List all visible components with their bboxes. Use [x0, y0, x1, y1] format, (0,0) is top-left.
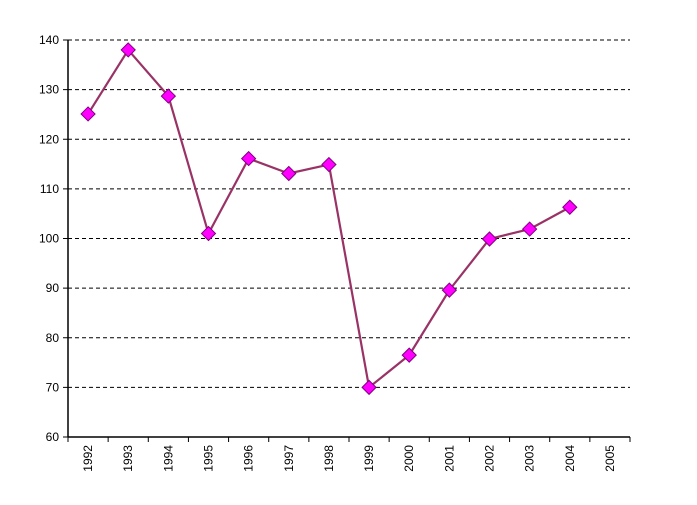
data-point-marker — [521, 221, 538, 237]
x-tick-label: 1997 — [282, 445, 296, 472]
x-tick-label: 2002 — [483, 445, 497, 472]
y-tick-label: 80 — [46, 331, 60, 345]
x-tick-label: 1994 — [161, 445, 175, 472]
y-tick-label: 60 — [46, 430, 60, 444]
x-tick-label: 1999 — [362, 445, 376, 472]
y-tick-label: 90 — [46, 281, 60, 295]
data-point-marker — [200, 225, 217, 242]
x-tick-label: 2004 — [563, 445, 577, 472]
x-tick-label: 1998 — [322, 445, 336, 472]
x-tick-label: 1996 — [242, 445, 256, 472]
y-tick-label: 110 — [40, 182, 59, 196]
data-point-marker — [160, 88, 177, 104]
data-point-marker — [80, 106, 96, 122]
y-tick-label: 100 — [39, 232, 59, 246]
data-point-marker — [321, 156, 337, 173]
x-tick-label: 1992 — [81, 445, 95, 472]
data-point-marker — [441, 282, 458, 298]
x-tick-label: 2005 — [603, 445, 617, 472]
y-tick-label: 70 — [46, 380, 60, 394]
y-tick-label: 140 — [39, 33, 59, 47]
x-axis-ticks: 1992 1993 1994 1995 1996 1997 1998 1999 2000 2001… — [67, 437, 631, 472]
y-tick-label: 120 — [39, 132, 59, 146]
data-point-marker — [361, 379, 377, 396]
series — [80, 42, 578, 396]
data-point-marker — [120, 42, 136, 58]
y-tick-label: 130 — [39, 83, 59, 97]
x-tick-label: 2003 — [523, 445, 537, 472]
series-line — [87, 48, 571, 390]
data-point-marker — [281, 165, 297, 182]
x-tick-label: 2001 — [442, 445, 456, 472]
gridlines — [68, 39, 630, 388]
x-tick-label: 1993 — [121, 445, 135, 472]
x-tick-label: 1995 — [202, 445, 216, 472]
x-tick-label: 2000 — [402, 445, 416, 472]
y-axis-ticks: 60 70 80 90 100 110 120 130 140 — [39, 33, 68, 444]
data-point-marker — [481, 231, 498, 247]
data-point-marker — [401, 347, 417, 363]
data-point-marker — [562, 199, 578, 215]
data-point-marker — [240, 150, 257, 167]
